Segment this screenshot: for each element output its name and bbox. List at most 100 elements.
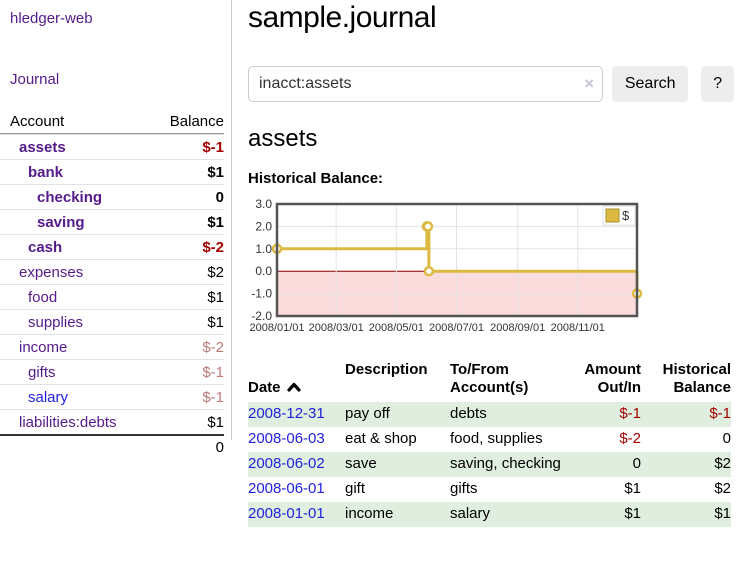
legend-swatch xyxy=(605,208,620,223)
transaction-row: 2008-06-02 save saving, checking 0 $2 xyxy=(248,452,731,477)
txn-amount: 0 xyxy=(632,455,641,472)
transactions-table: Date Description To/From Account(s) Amou… xyxy=(248,358,731,527)
chart-title: Historical Balance: xyxy=(248,170,384,187)
account-link-checking[interactable]: checking xyxy=(37,189,103,206)
app-brand-link[interactable]: hledger-web xyxy=(10,10,93,27)
transaction-row: 2008-12-31 pay off debts $-1 $-1 xyxy=(248,402,731,427)
y-axis-tick-label: -1.0 xyxy=(251,287,272,301)
txn-description: income xyxy=(345,505,394,522)
account-row: assets $-1 xyxy=(0,134,224,159)
txn-date-cell: 2008-06-01 xyxy=(248,477,345,502)
account-balance: $-2 xyxy=(202,239,224,256)
account-balance: $2 xyxy=(207,264,224,281)
txn-date-cell: 2008-12-31 xyxy=(248,402,345,427)
account-link-supplies[interactable]: supplies xyxy=(28,314,84,331)
balance-column-header: Balance xyxy=(169,113,224,130)
x-axis-tick-label: 2008/05/01 xyxy=(369,322,424,334)
search-form: × Search ? xyxy=(248,66,734,102)
account-row: cash $-2 xyxy=(0,234,224,259)
txn-balance: $1 xyxy=(714,505,731,522)
accounts-total-balance: 0 xyxy=(0,434,224,459)
column-header-date[interactable]: Date xyxy=(248,358,345,402)
sidebar-item-journal[interactable]: Journal xyxy=(10,71,60,88)
account-link-gifts[interactable]: gifts xyxy=(28,364,56,381)
account-row: gifts $-1 xyxy=(0,359,224,384)
column-header-description: Description xyxy=(345,361,428,378)
account-row: liabilities:debts $1 xyxy=(0,409,224,434)
account-link-food[interactable]: food xyxy=(28,289,58,306)
x-axis-tick-label: 2008/01/01 xyxy=(249,322,304,334)
transaction-date-link[interactable]: 2008-06-01 xyxy=(248,480,325,497)
help-button[interactable]: ? xyxy=(701,66,734,102)
transaction-row: 2008-01-01 income salary $1 $1 xyxy=(248,502,731,527)
transaction-date-link[interactable]: 2008-01-01 xyxy=(248,505,325,522)
account-row: expenses $2 xyxy=(0,259,224,284)
data-point-marker xyxy=(422,221,434,232)
txn-description: save xyxy=(345,455,377,472)
account-link-liabilities-debts[interactable]: liabilities:debts xyxy=(19,414,117,431)
txn-amount: $-2 xyxy=(619,430,641,447)
y-axis-tick-label: 2.0 xyxy=(255,219,272,233)
clear-search-icon[interactable]: × xyxy=(584,74,595,93)
account-link-bank[interactable]: bank xyxy=(28,164,64,181)
account-balance: $-1 xyxy=(202,364,224,381)
txn-balance: 0 xyxy=(722,430,731,447)
account-balance: $-2 xyxy=(202,339,224,356)
account-row: salary $-1 xyxy=(0,384,224,409)
transactions-table-header: Date Description To/From Account(s) Amou… xyxy=(248,358,731,402)
data-point-marker xyxy=(423,265,435,277)
account-balance: $1 xyxy=(207,289,224,306)
txn-amount: $-1 xyxy=(619,405,641,422)
transaction-date-link[interactable]: 2008-12-31 xyxy=(248,405,325,422)
account-balance: $1 xyxy=(207,214,224,231)
column-header-accounts: To/From Account(s) xyxy=(450,361,529,396)
txn-date-cell: 2008-06-02 xyxy=(248,452,345,477)
sort-ascending-icon xyxy=(286,382,301,392)
account-link-cash[interactable]: cash xyxy=(28,239,63,256)
search-input[interactable] xyxy=(248,66,604,102)
txn-amount: $1 xyxy=(624,505,641,522)
plot-border xyxy=(275,202,639,318)
txn-balance: $2 xyxy=(714,455,731,472)
y-axis-tick-label: -2.0 xyxy=(251,309,272,323)
account-balance: $1 xyxy=(207,314,224,331)
account-link-salary[interactable]: salary xyxy=(28,389,69,406)
txn-amount: $1 xyxy=(624,480,641,497)
transaction-row: 2008-06-01 gift gifts $1 $2 xyxy=(248,477,731,502)
txn-date-cell: 2008-01-01 xyxy=(248,502,345,527)
y-axis-tick-label: 1.0 xyxy=(255,242,272,256)
account-balance: $-1 xyxy=(202,389,224,406)
account-balance: 0 xyxy=(215,189,224,206)
account-link-expenses[interactable]: expenses xyxy=(19,264,84,281)
account-heading: assets xyxy=(248,125,318,152)
transaction-row: 2008-06-03 eat & shop food, supplies $-2 0 xyxy=(248,427,731,452)
accounts-table-header: Account Balance xyxy=(0,109,224,134)
txn-accounts: saving, checking xyxy=(450,455,561,472)
x-axis-tick-label: 2008/03/01 xyxy=(309,322,364,334)
sidebar: hledger-web Journal Account Balance asse… xyxy=(0,0,232,456)
txn-accounts: salary xyxy=(450,505,491,522)
txn-description: pay off xyxy=(345,405,390,422)
account-column-header: Account xyxy=(10,113,65,130)
account-link-income[interactable]: income xyxy=(19,339,68,356)
x-axis-tick-label: 2008/07/01 xyxy=(429,322,484,334)
account-balance: $-1 xyxy=(202,139,224,156)
transaction-date-link[interactable]: 2008-06-02 xyxy=(248,455,325,472)
x-axis-tick-label: 2008/11/01 xyxy=(551,322,605,334)
main-content: sample.journal × Search ? assets Histori… xyxy=(248,0,734,527)
txn-accounts: debts xyxy=(450,405,487,422)
account-row: supplies $1 xyxy=(0,309,224,334)
account-row: bank $1 xyxy=(0,159,224,184)
account-row: saving $1 xyxy=(0,209,224,234)
transaction-date-link[interactable]: 2008-06-03 xyxy=(248,430,325,447)
legend-label: $ xyxy=(622,208,630,223)
account-link-assets[interactable]: assets xyxy=(19,139,66,156)
x-axis-tick-label: 2008/09/01 xyxy=(490,322,545,334)
txn-balance: $2 xyxy=(714,480,731,497)
txn-date-cell: 2008-06-03 xyxy=(248,427,345,452)
account-link-saving[interactable]: saving xyxy=(37,214,85,231)
page-title: sample.journal xyxy=(248,1,437,34)
column-header-amount: Amount Out/In xyxy=(584,361,641,396)
search-button[interactable]: Search xyxy=(612,66,689,102)
